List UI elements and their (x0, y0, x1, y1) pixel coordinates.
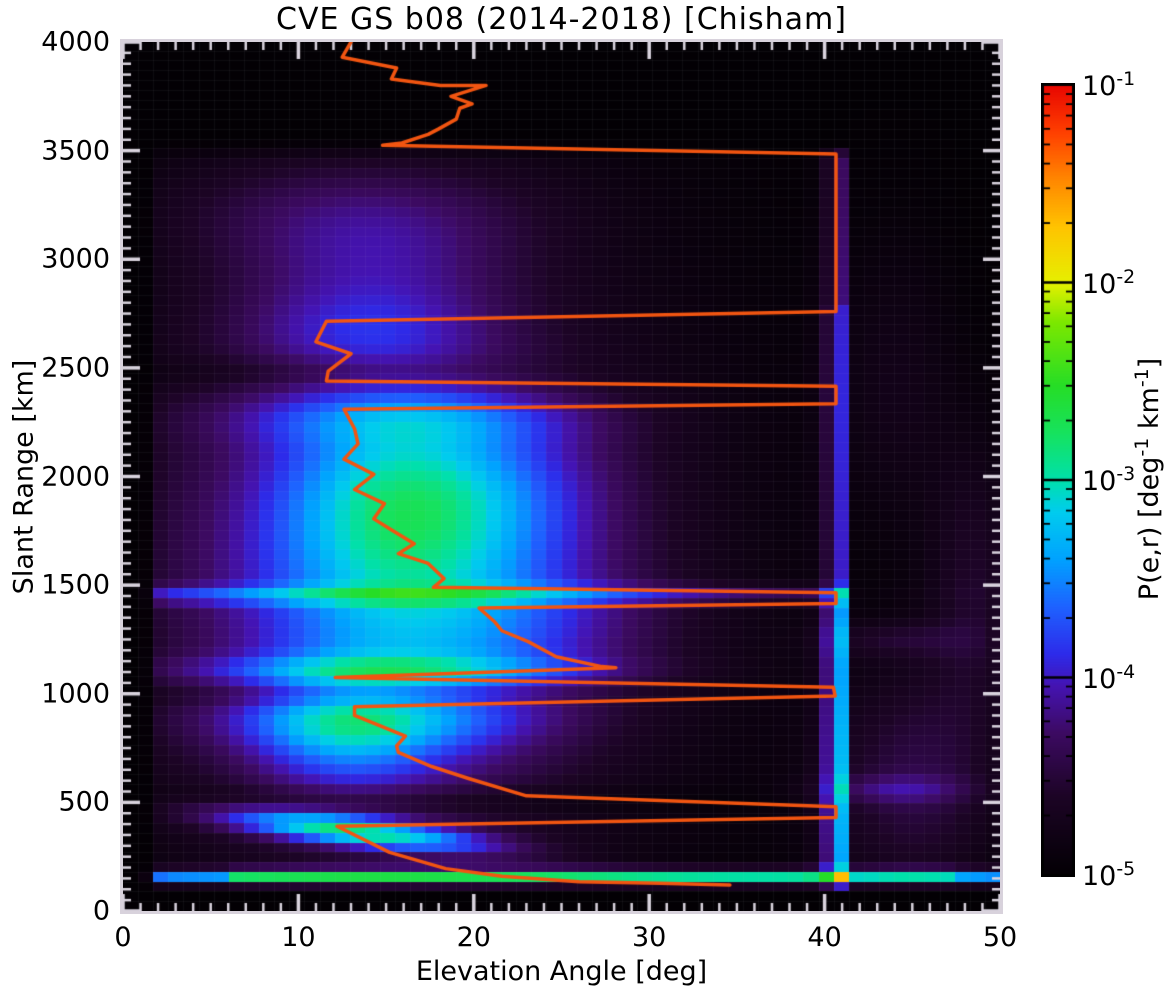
y-tick-label: 500 (58, 786, 110, 818)
colorbar-tick-label: 10-1 (1082, 68, 1136, 102)
colorbar-tick-label: 10-5 (1082, 858, 1136, 892)
y-tick-label: 1000 (41, 678, 110, 710)
colorbar-tick-label: 10-3 (1082, 463, 1136, 497)
y-tick-label: 2000 (41, 461, 110, 492)
x-tick-label: 50 (982, 922, 1018, 953)
colorbar-tick-label: 10-2 (1082, 265, 1136, 300)
chart-title: CVE GS b08 (2014-2018) [Chisham] (276, 2, 847, 37)
x-axis-label: Elevation Angle [deg] (415, 956, 708, 987)
y-tick-label: 1500 (41, 569, 110, 601)
colorbar-tick-label: 10-4 (1082, 660, 1136, 695)
x-tick-label: 20 (456, 922, 491, 953)
plot-area (120, 39, 1003, 914)
x-tick-label: 10 (281, 922, 316, 953)
colorbar-label: P(e,r) [deg-1 km-1] (1131, 357, 1165, 601)
y-tick-label: 3000 (41, 243, 110, 275)
y-tick-label: 2500 (41, 352, 110, 384)
colorbar (1041, 83, 1075, 877)
y-tick-label: 0 (92, 895, 110, 927)
x-tick-label: 0 (114, 922, 132, 953)
heatmap-canvas (123, 42, 1000, 911)
y-tick-label: 4000 (41, 26, 110, 58)
y-tick-label: 3500 (41, 135, 110, 167)
y-axis-label: Slant Range [km] (8, 359, 40, 595)
x-tick-label: 30 (632, 922, 667, 953)
x-tick-label: 40 (807, 922, 842, 953)
